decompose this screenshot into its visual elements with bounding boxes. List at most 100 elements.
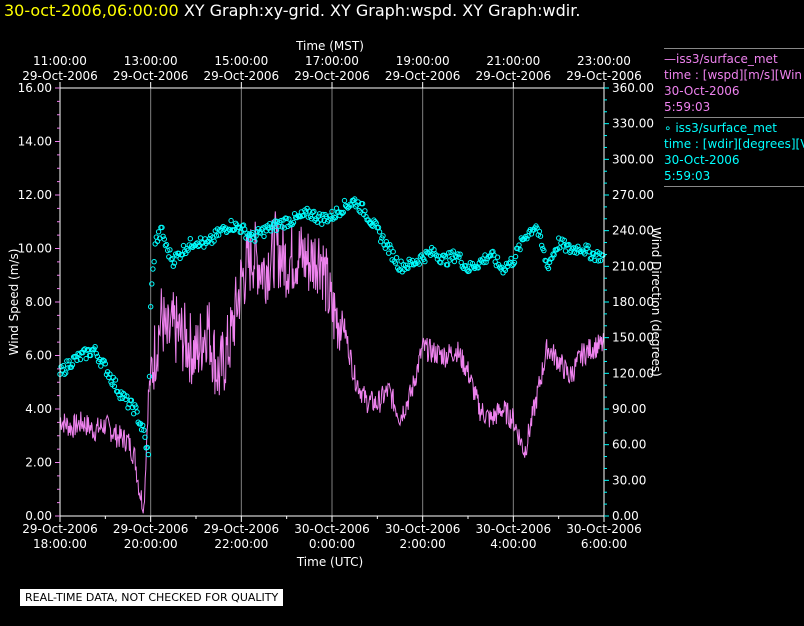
bottom-tick-date: 30-Oct-2006 — [476, 522, 552, 536]
wind-direction-point — [160, 233, 166, 240]
right-tick-label: 150.00 — [612, 331, 654, 345]
wind-direction-point — [188, 243, 195, 249]
wind-direction-point — [450, 248, 456, 254]
wind-direction-point — [99, 358, 105, 364]
right-tick-label: 90.00 — [612, 402, 646, 416]
left-tick-label: 12.00 — [18, 188, 52, 202]
wind-direction-point — [585, 243, 591, 249]
legend-speed-line4: 5:59:03 — [664, 100, 711, 114]
wind-direction-point — [512, 253, 519, 260]
wind-direction-point — [286, 216, 292, 222]
wind-direction-point — [62, 370, 69, 376]
wind-direction-point — [329, 208, 335, 215]
left-tick-label: 14.00 — [18, 135, 52, 149]
wind-direction-point — [145, 451, 152, 458]
left-tick-label: 16.00 — [18, 81, 52, 95]
wind-direction-point — [117, 395, 123, 402]
wind-direction-point — [168, 256, 174, 263]
wind-direction-point — [341, 197, 348, 204]
wind-direction-point — [167, 247, 173, 253]
wind-direction-point — [77, 356, 84, 363]
wind-direction-point — [369, 222, 375, 229]
wind-direction-point — [587, 256, 594, 262]
wind-direction-point — [238, 229, 245, 235]
wind-direction-point — [433, 252, 439, 259]
top-tick-time: 11:00:00 — [33, 54, 87, 68]
wind-direction-point — [376, 229, 383, 235]
wind-direction-point — [64, 358, 70, 364]
wind-direction-point — [354, 202, 360, 208]
wind-direction-point — [101, 358, 107, 364]
wind-direction-point — [148, 304, 154, 310]
wind-direction-point — [170, 263, 177, 269]
right-tick-label: 120.00 — [612, 366, 654, 380]
wind-direction-point — [483, 259, 489, 265]
wind-direction-point — [163, 241, 170, 248]
wind-direction-point — [416, 261, 422, 267]
wind-direction-point — [159, 224, 165, 231]
wind-direction-point — [455, 251, 461, 257]
wind-direction-point — [111, 383, 118, 389]
wind-direction-point — [83, 355, 89, 362]
wind-direction-point — [370, 223, 376, 229]
wind-direction-point — [456, 254, 462, 260]
quality-note: REAL-TIME DATA, NOT CHECKED FOR QUALITY — [20, 589, 284, 606]
left-tick-label: 6.00 — [25, 349, 52, 363]
wind-direction-point — [74, 357, 80, 363]
wind-direction-point — [278, 217, 284, 224]
wind-speed-series — [59, 211, 605, 514]
axes-layer: 29-Oct-200618:00:0029-Oct-200620:00:0029… — [18, 54, 654, 551]
wind-direction-point — [140, 422, 146, 428]
bottom-tick-time: 20:00:00 — [124, 537, 178, 551]
legend: —iss3/surface_met time : [wspd][m/s][Win… — [664, 46, 804, 187]
wind-direction-point — [588, 255, 595, 261]
wind-direction-point — [149, 281, 155, 287]
wind-direction-point — [195, 243, 202, 250]
wind-direction-point — [211, 238, 217, 244]
wind-direction-point — [246, 231, 253, 237]
top-tick-time: 19:00:00 — [396, 54, 450, 68]
wind-direction-point — [314, 219, 320, 225]
legend-dir-line2: time : [wdir][degrees][V — [664, 137, 804, 151]
wind-direction-point — [556, 235, 562, 241]
wind-direction-point — [503, 260, 510, 267]
wind-direction-point — [380, 233, 386, 239]
wind-speed-line — [59, 211, 605, 514]
wind-direction-point — [80, 350, 86, 356]
wind-direction-point — [539, 242, 545, 249]
wind-direction-point — [340, 209, 346, 216]
wind-direction-point — [92, 344, 98, 350]
wind-direction-point — [311, 208, 317, 215]
wind-direction-point — [171, 260, 178, 266]
right-tick-label: 60.00 — [612, 438, 646, 452]
wind-direction-point — [290, 219, 297, 226]
top-tick-date: 29-Oct-2006 — [22, 69, 98, 83]
wind-direction-point — [254, 229, 260, 235]
wind-direction-point — [316, 211, 323, 217]
wind-direction-point — [592, 257, 598, 264]
wind-direction-point — [501, 266, 507, 272]
bottom-tick-time: 6:00:00 — [581, 537, 627, 551]
bottom-tick-date: 30-Oct-2006 — [566, 522, 642, 536]
wind-direction-point — [384, 242, 391, 248]
wind-direction-point — [112, 377, 119, 383]
wind-direction-point — [390, 249, 396, 255]
wind-direction-point — [338, 209, 344, 216]
wind-direction-point — [488, 253, 494, 259]
wind-direction-point — [392, 260, 399, 266]
wind-direction-point — [442, 254, 448, 260]
legend-divider — [664, 186, 804, 187]
legend-dir-line3: 30-Oct-2006 — [664, 153, 740, 167]
right-axis-label: Wind Direction (degrees) — [649, 227, 663, 377]
bottom-tick-date: 30-Oct-2006 — [294, 522, 370, 536]
top-tick-time: 23:00:00 — [577, 54, 631, 68]
wind-direction-point — [418, 252, 425, 258]
wind-direction-point — [107, 371, 113, 377]
wind-direction-point — [546, 259, 553, 265]
wind-direction-point — [231, 227, 238, 233]
wind-direction-point — [66, 358, 72, 364]
wind-direction-point — [120, 390, 127, 397]
wind-direction-point — [457, 251, 463, 257]
wind-direction-point — [303, 209, 309, 215]
wind-direction-point — [400, 262, 407, 268]
